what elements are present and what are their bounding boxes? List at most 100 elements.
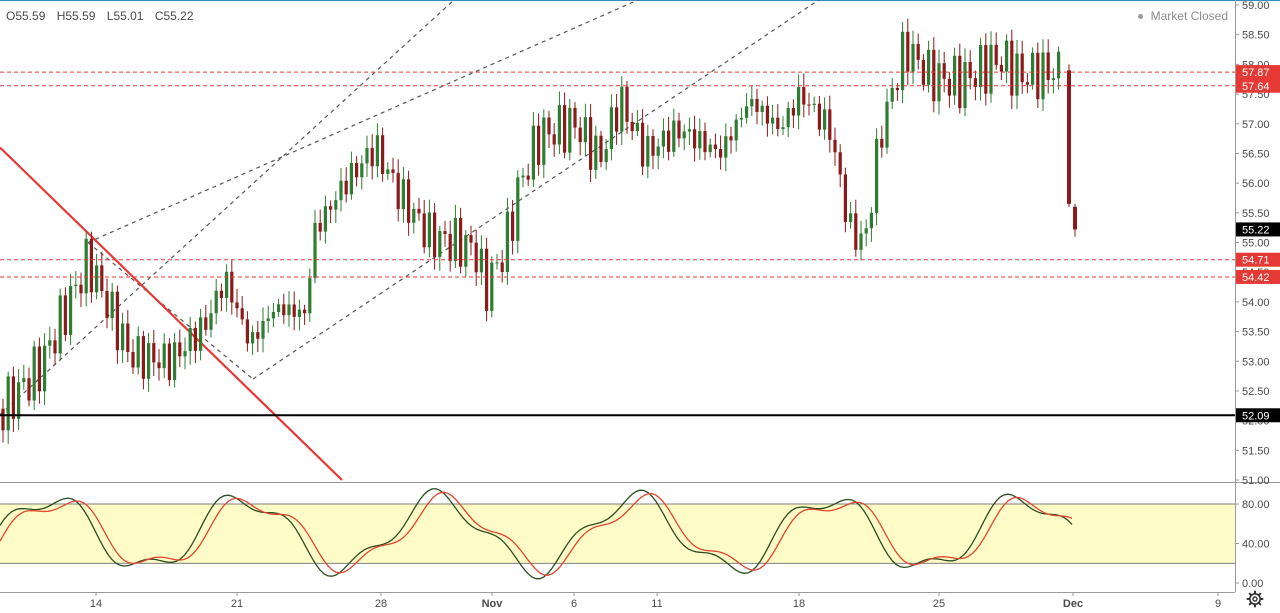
candle-body: [141, 336, 145, 379]
candle-body: [609, 107, 613, 150]
candle-body: [162, 343, 166, 369]
price-level-badge: [1236, 252, 1280, 267]
candle-body: [27, 378, 31, 401]
candle-body: [360, 163, 364, 178]
candle-body: [11, 376, 15, 419]
candle-body: [760, 105, 764, 112]
candle-body: [292, 304, 296, 317]
candle-body: [1025, 82, 1029, 85]
candle-body: [911, 44, 915, 72]
candle-body: [74, 284, 78, 286]
candle-body: [895, 87, 899, 91]
candle-body: [511, 211, 515, 241]
candle-body: [448, 234, 452, 262]
high-value: H55.59: [56, 9, 96, 23]
candle-body: [828, 109, 832, 140]
candle-body: [885, 101, 889, 148]
candle-body: [287, 304, 291, 316]
candle-body: [407, 179, 411, 223]
market-status: Market Closed: [1138, 9, 1228, 23]
candle-body: [781, 127, 785, 129]
candle-body: [105, 291, 109, 319]
candle-body: [313, 222, 317, 279]
candle-body: [797, 87, 801, 116]
candle-body: [500, 262, 504, 272]
candle-body: [932, 49, 936, 102]
price-tick-label: 53.50: [1242, 327, 1270, 339]
channel-line: [87, 242, 254, 380]
candle-body: [308, 278, 312, 314]
candle-body: [43, 345, 47, 392]
time-tick-label: 11: [651, 598, 662, 610]
candle-body: [297, 309, 301, 317]
candle-body: [724, 136, 728, 158]
price-level-badge: [1236, 269, 1280, 284]
candle-body: [557, 105, 561, 145]
candle-body: [22, 378, 26, 383]
candle-body: [573, 107, 577, 128]
stoch-d-line: [0, 491, 1073, 576]
stochastic-pane: 0.00 40.00 80.00: [0, 488, 1270, 590]
candle-body: [261, 321, 265, 339]
candle-body: [370, 147, 374, 167]
candle-body: [916, 44, 920, 60]
candle-body: [339, 180, 343, 201]
price-tick-label: 51.50: [1242, 445, 1270, 457]
candle-body: [131, 351, 135, 368]
candle-body: [635, 122, 639, 132]
candle-body: [251, 332, 255, 344]
candle-body: [256, 332, 260, 339]
last-price-label: 55.22: [1242, 224, 1270, 236]
candle-body: [599, 135, 603, 162]
candle-body: [178, 342, 182, 357]
candle-body: [734, 119, 738, 141]
candle-body: [1041, 52, 1045, 100]
candle-body: [79, 284, 83, 294]
candle-body: [453, 218, 457, 262]
candle-body: [334, 200, 338, 210]
candle-body: [547, 117, 551, 135]
price-level-label: 57.64: [1242, 81, 1270, 93]
candle-body: [620, 86, 624, 132]
price-tick-label: 58.50: [1242, 30, 1270, 42]
candle-body: [37, 346, 41, 392]
candle-body: [412, 208, 416, 223]
time-tick-label: 6: [571, 598, 577, 610]
candle-body: [802, 87, 806, 105]
candle-body: [121, 323, 125, 351]
gear-icon[interactable]: [1246, 590, 1264, 608]
candle-body: [641, 122, 645, 167]
candle-body: [713, 144, 717, 150]
candle-body: [812, 103, 816, 106]
candle-body: [1, 408, 5, 431]
price-tick-label: 54.00: [1242, 297, 1270, 309]
candle-body: [942, 63, 946, 79]
candle-body: [230, 271, 234, 303]
candle-body: [989, 44, 993, 94]
candle-body: [646, 135, 650, 167]
candle-body: [329, 206, 333, 210]
time-tick-label: 28: [375, 598, 387, 610]
channel-line: [87, 0, 640, 244]
candle-body: [999, 64, 1003, 72]
red-trendline: [0, 146, 343, 481]
time-tick-label: 25: [933, 598, 945, 610]
candle-body: [126, 323, 130, 352]
candle-body: [1046, 52, 1050, 81]
candle-body: [698, 131, 702, 149]
candle-body: [485, 248, 489, 311]
price-tick-label: 55.00: [1242, 238, 1270, 250]
candle-body: [349, 162, 353, 195]
candle-body: [69, 285, 73, 335]
candle-body: [1020, 53, 1024, 83]
candle-body: [776, 117, 780, 129]
candle-body: [84, 238, 88, 294]
candle-body: [58, 295, 62, 354]
candle-body: [240, 308, 244, 320]
candle-body: [651, 135, 655, 156]
candle-body: [219, 290, 223, 299]
candle-body: [1005, 40, 1009, 72]
price-tick-label: 55.50: [1242, 208, 1270, 220]
candle-body: [516, 177, 520, 241]
